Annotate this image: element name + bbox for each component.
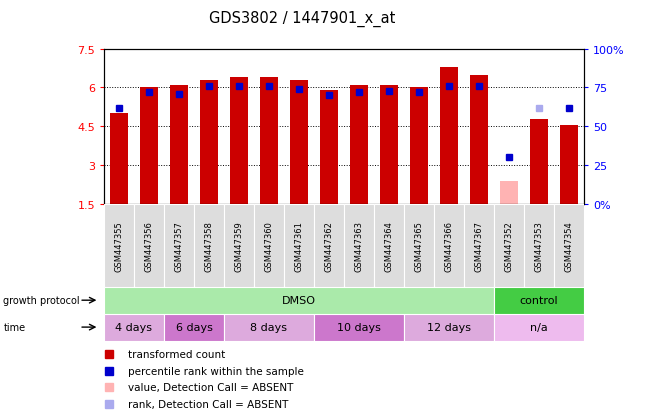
Text: GSM447366: GSM447366 — [444, 220, 454, 271]
Text: GSM447362: GSM447362 — [324, 221, 333, 271]
Text: growth protocol: growth protocol — [3, 295, 80, 306]
Text: GSM447367: GSM447367 — [474, 220, 483, 271]
Bar — [140, 88, 158, 204]
Text: time: time — [3, 322, 25, 332]
Text: transformed count: transformed count — [128, 349, 225, 359]
Bar — [500, 181, 518, 204]
Bar — [344, 204, 374, 287]
Text: GSM447363: GSM447363 — [354, 220, 364, 271]
Bar — [164, 204, 194, 287]
Bar — [440, 68, 458, 204]
Bar — [104, 314, 164, 341]
Bar — [104, 287, 494, 314]
Text: GSM447359: GSM447359 — [234, 221, 244, 271]
Text: GSM447355: GSM447355 — [115, 221, 123, 271]
Bar — [164, 314, 224, 341]
Bar — [230, 78, 248, 204]
Bar — [290, 81, 308, 204]
Text: GSM447364: GSM447364 — [384, 221, 393, 271]
Bar — [224, 204, 254, 287]
Text: 4 days: 4 days — [115, 322, 152, 332]
Bar — [494, 204, 524, 287]
Bar — [320, 91, 338, 204]
Bar — [524, 204, 554, 287]
Bar — [530, 119, 548, 204]
Bar — [200, 81, 218, 204]
Bar — [380, 86, 398, 204]
Text: rank, Detection Call = ABSENT: rank, Detection Call = ABSENT — [128, 399, 289, 409]
Text: GDS3802 / 1447901_x_at: GDS3802 / 1447901_x_at — [209, 10, 395, 26]
Text: 12 days: 12 days — [427, 322, 471, 332]
Text: DMSO: DMSO — [282, 295, 316, 306]
Bar — [254, 204, 284, 287]
Text: 8 days: 8 days — [250, 322, 287, 332]
Text: GSM447354: GSM447354 — [564, 221, 573, 271]
Text: GSM447356: GSM447356 — [144, 221, 154, 271]
Bar — [470, 75, 488, 204]
Bar — [260, 78, 278, 204]
Text: GSM447357: GSM447357 — [174, 221, 183, 271]
Text: GSM447352: GSM447352 — [505, 221, 513, 271]
Bar — [134, 204, 164, 287]
Text: 10 days: 10 days — [337, 322, 381, 332]
Bar — [194, 204, 224, 287]
Bar — [104, 204, 134, 287]
Bar — [374, 204, 404, 287]
Text: value, Detection Call = ABSENT: value, Detection Call = ABSENT — [128, 382, 293, 392]
Text: control: control — [519, 295, 558, 306]
Bar — [404, 204, 434, 287]
Bar — [434, 204, 464, 287]
Bar — [404, 314, 494, 341]
Text: GSM447365: GSM447365 — [415, 221, 423, 271]
Bar — [494, 314, 584, 341]
Bar — [410, 88, 428, 204]
Bar — [554, 204, 584, 287]
Text: n/a: n/a — [530, 322, 548, 332]
Text: GSM447361: GSM447361 — [295, 221, 303, 271]
Bar — [464, 204, 494, 287]
Text: GSM447360: GSM447360 — [264, 221, 273, 271]
Bar — [560, 126, 578, 204]
Bar — [224, 314, 314, 341]
Bar — [110, 114, 128, 204]
Text: GSM447353: GSM447353 — [534, 221, 544, 271]
Text: 6 days: 6 days — [176, 322, 213, 332]
Bar — [170, 86, 188, 204]
Bar — [284, 204, 314, 287]
Bar — [350, 86, 368, 204]
Text: percentile rank within the sample: percentile rank within the sample — [128, 366, 304, 376]
Bar — [494, 287, 584, 314]
Text: GSM447358: GSM447358 — [205, 221, 213, 271]
Bar — [314, 204, 344, 287]
Bar — [314, 314, 404, 341]
